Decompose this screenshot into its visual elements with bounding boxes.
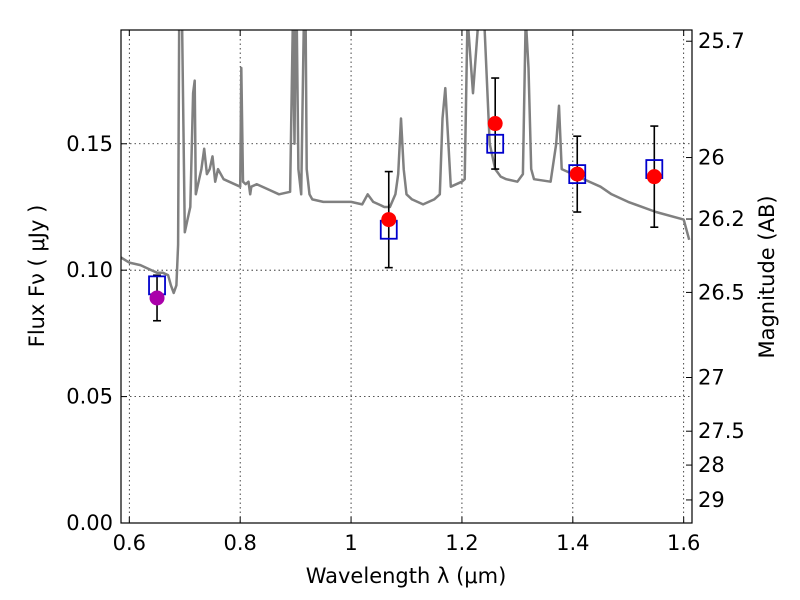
y-tick-label: 0.15 xyxy=(66,132,113,156)
y-tick-label: 0.05 xyxy=(66,385,113,409)
observed-point xyxy=(646,169,662,185)
right-tick-label: 29 xyxy=(698,488,725,512)
observed-point xyxy=(569,166,585,182)
x-axis: 0.6 0.8 1 1.2 1.4 1.6 xyxy=(113,30,700,555)
right-tick-label: 27 xyxy=(698,366,725,390)
right-tick-label: 26.2 xyxy=(698,207,745,231)
observed-point xyxy=(149,290,165,306)
plot-clip-group xyxy=(121,30,691,295)
model-box-marker xyxy=(568,164,587,185)
grid-lines xyxy=(121,30,692,524)
y-tick-label: 0.10 xyxy=(66,258,113,282)
y-axis-right: 25.7 26 26.2 26.5 27 27.5 28 29 xyxy=(686,29,745,512)
right-tick-label: 28 xyxy=(698,453,725,477)
right-tick-label: 27.5 xyxy=(698,419,745,443)
right-tick-label: 26 xyxy=(698,146,725,170)
plot-frame xyxy=(120,29,693,524)
x-axis-label: Wavelength λ (μm) xyxy=(306,564,507,588)
x-tick-label: 1.6 xyxy=(667,531,700,555)
y-axis-left: 0.00 0.05 0.10 0.15 xyxy=(66,132,127,535)
y-axis-label: Flux Fν ( μJy ) xyxy=(25,205,49,348)
right-tick-label: 26.5 xyxy=(698,280,745,304)
observed-point xyxy=(381,212,397,228)
x-tick-label: 0.8 xyxy=(223,531,256,555)
y-tick-label: 0.00 xyxy=(66,511,113,535)
x-tick-label: 1.2 xyxy=(445,531,478,555)
y-axis-right-label: Magnitude (AB) xyxy=(755,195,779,358)
right-tick-label: 25.7 xyxy=(698,29,745,53)
observed-point xyxy=(487,116,503,132)
model-box-marker xyxy=(486,133,505,154)
x-tick-label: 1 xyxy=(344,531,357,555)
model-spectrum-line xyxy=(121,30,691,295)
x-tick-label: 1.4 xyxy=(556,531,589,555)
x-tick-label: 0.6 xyxy=(113,531,146,555)
markers xyxy=(148,77,664,322)
